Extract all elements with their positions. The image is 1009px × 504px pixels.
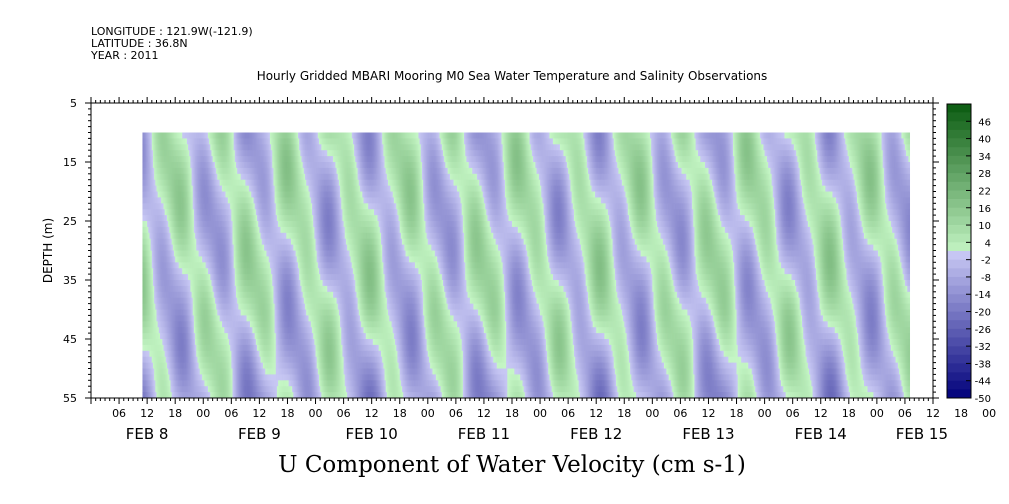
heatmap-field bbox=[142, 133, 910, 399]
